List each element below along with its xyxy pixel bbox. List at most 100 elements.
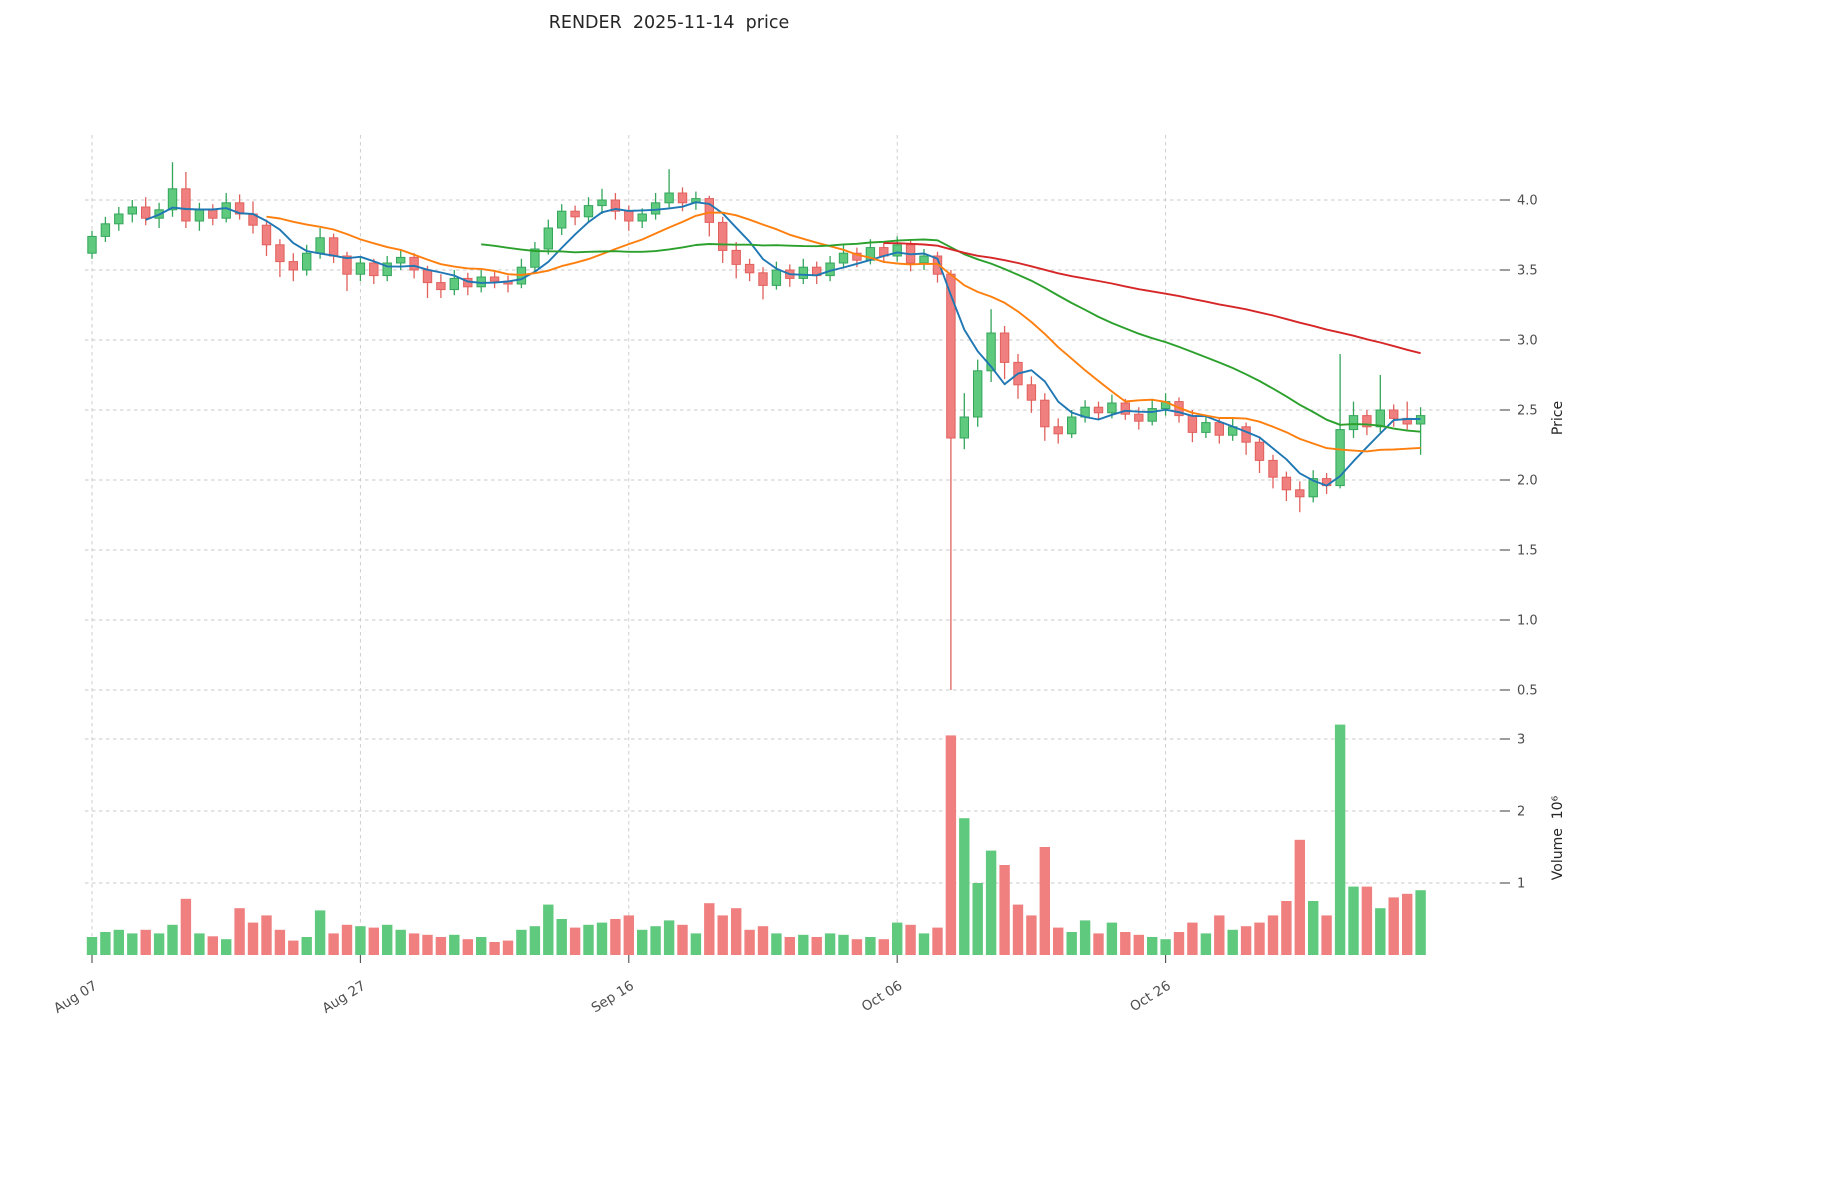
candle-body [704,198,714,223]
volume-bar [1267,915,1279,955]
candle-body [342,255,352,275]
candle-body [355,262,366,275]
candle-body [489,276,500,282]
candle-body [1214,422,1224,436]
candle-body [1107,402,1117,414]
candle-body [328,237,339,257]
candle-body [798,266,808,279]
volume-bar [932,927,943,955]
candle-body [1348,415,1359,431]
volume-bar [690,933,702,955]
volume-bar [1348,886,1359,955]
candle-body [288,261,299,271]
volume-bar [757,926,769,955]
price-tick-label: 1.0 [1517,614,1538,629]
candle-body [1268,459,1278,478]
volume-bar [355,926,366,955]
volume-bar [905,924,916,955]
volume-bar [784,937,795,955]
candle-body [382,262,392,277]
candle-body [1187,415,1198,433]
volume-bar [180,898,192,955]
volume-bar [1334,724,1346,955]
candle-body [892,244,902,257]
volume-bar [194,933,205,955]
candle-body [369,262,379,277]
volume-bar [851,939,863,955]
candle-body [1147,408,1157,422]
volume-bar [824,933,836,955]
volume-bar [1039,847,1050,955]
candle-body [127,206,138,215]
volume-bar [663,920,675,955]
volume-bar [999,865,1010,955]
candle-body [208,209,218,219]
candle-body [677,192,688,204]
candle-body [973,370,983,418]
volume-bar [1012,904,1024,955]
volume-bar [422,934,433,955]
candle-body [449,277,460,291]
volume-bar [449,934,460,955]
candle-body [315,237,325,254]
volume-bar [623,915,634,955]
volume-bar [1200,933,1212,955]
volume-bar [1214,915,1225,955]
candle-body [1026,384,1037,401]
volume-bar [100,932,111,955]
candle-body [758,272,768,286]
volume-bar [153,933,165,955]
volume-bar [1415,890,1426,955]
volume-bar [543,904,554,955]
volume-bar [1120,932,1131,955]
candle-body [167,188,178,211]
candle-body [1241,426,1251,443]
price-tick-label: 2.0 [1517,474,1538,489]
candle-body [959,416,969,439]
candle-body [919,255,929,264]
volume-bar [1308,901,1319,955]
volume-bar [704,903,715,955]
volume-bar [583,924,594,955]
volume-tick-label: 3 [1517,733,1525,748]
volume-bar [489,942,500,955]
volume-bar [395,929,406,955]
candle-body [744,263,755,274]
candle-body [1254,441,1265,461]
candle-body [838,252,849,264]
volume-bar [717,915,728,955]
candle-body [422,269,433,284]
candle-body [771,269,782,286]
candle-body [530,248,540,268]
candle-body [583,205,594,218]
candle-body [650,202,661,215]
volume-bar [650,926,661,955]
ma-fast-line [145,201,1421,487]
volume-bar [1173,932,1185,955]
volume-bar [985,850,997,955]
candle-body [986,332,996,372]
volume-bar [502,940,514,955]
candle-body [275,244,285,263]
volume-bar [811,937,822,955]
volume-bar [86,937,98,955]
candle-body [543,227,553,250]
volume-bar [610,919,621,955]
volume-bar [1053,927,1064,955]
volume-bar [127,933,138,955]
volume-bar [731,908,742,955]
volume-bar [771,933,782,955]
candle-body [637,213,647,222]
volume-bar [865,937,876,955]
volume-bar [556,919,567,955]
volume-bar [798,934,809,955]
candle-body [852,252,862,261]
candle-body [1295,489,1305,498]
volume-bar [221,939,232,955]
volume-bars-layer [86,724,1426,955]
candle-body [1134,413,1144,422]
volume-bar [1147,937,1158,955]
candle-body [718,221,728,251]
candles-layer [87,162,1426,690]
